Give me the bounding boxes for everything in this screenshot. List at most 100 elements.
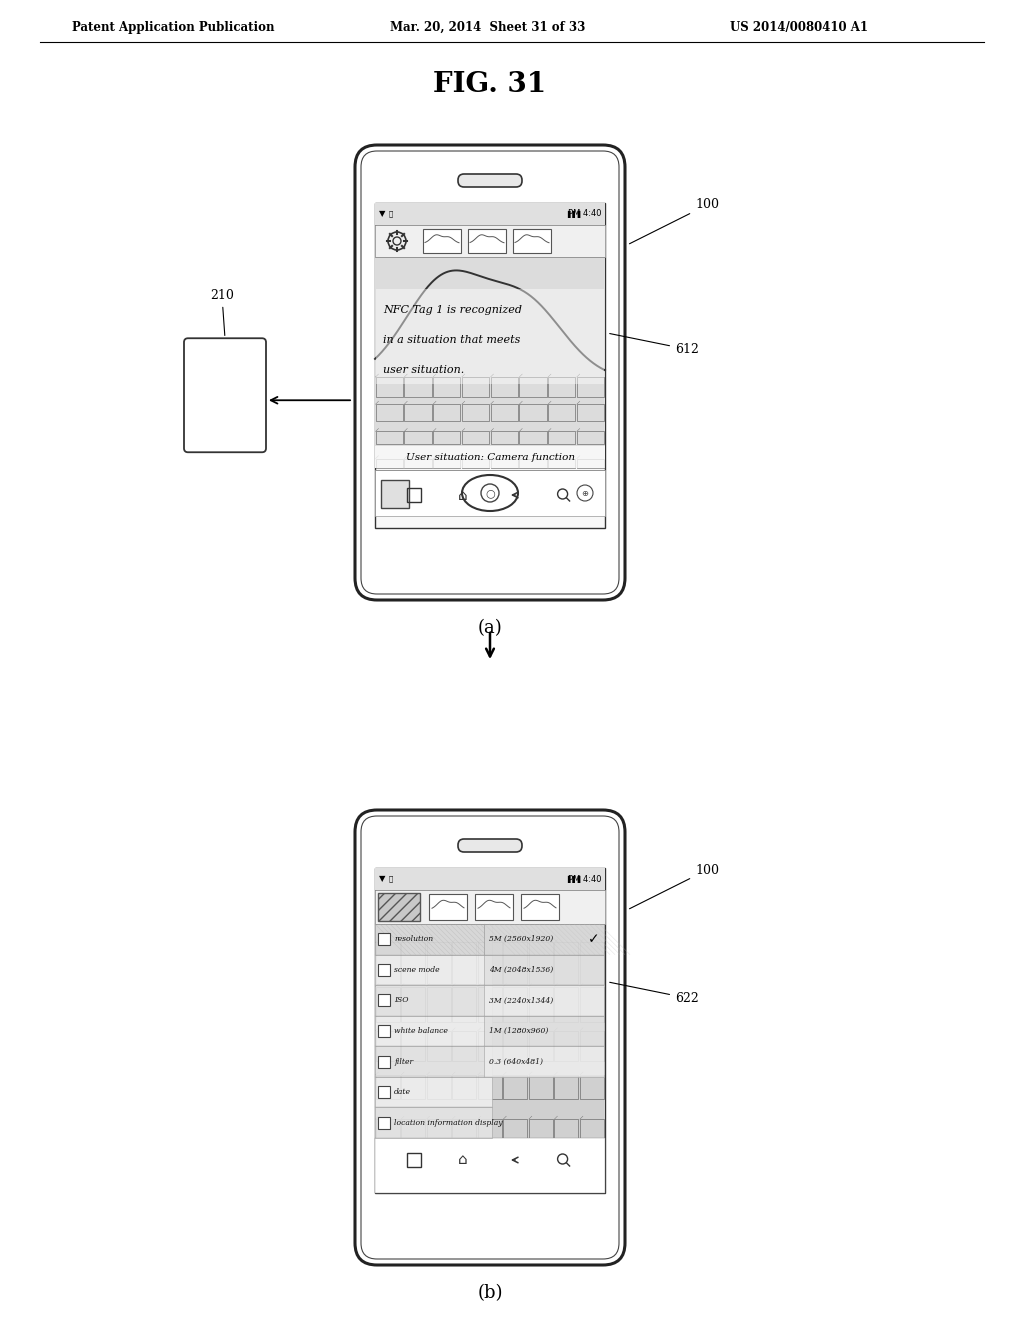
- Bar: [375, 1107, 493, 1138]
- Bar: [408, 1152, 421, 1167]
- Bar: [548, 404, 575, 421]
- Bar: [478, 942, 502, 983]
- Bar: [427, 1119, 451, 1138]
- Bar: [378, 1026, 390, 1038]
- Bar: [404, 378, 431, 397]
- Bar: [554, 1074, 579, 1100]
- Text: Tag 1: Tag 1: [206, 400, 245, 414]
- Bar: [433, 378, 460, 397]
- Bar: [528, 1031, 553, 1061]
- Bar: [521, 894, 559, 920]
- Bar: [490, 459, 518, 469]
- Bar: [376, 378, 402, 397]
- Text: NFC Tag 1 is recognized: NFC Tag 1 is recognized: [383, 305, 522, 315]
- Bar: [478, 986, 502, 1023]
- Bar: [462, 378, 489, 397]
- Text: Patent Application Publication: Patent Application Publication: [72, 21, 274, 33]
- Text: 612: 612: [609, 334, 698, 356]
- Bar: [519, 404, 547, 421]
- Bar: [490, 404, 518, 421]
- Bar: [484, 954, 604, 985]
- Bar: [429, 894, 467, 920]
- Bar: [401, 986, 425, 1023]
- Bar: [503, 1031, 527, 1061]
- Bar: [375, 869, 605, 890]
- Bar: [548, 432, 575, 445]
- Text: 622: 622: [609, 982, 698, 1005]
- Bar: [408, 488, 421, 502]
- Text: ⌂: ⌂: [458, 1152, 467, 1167]
- Bar: [490, 432, 518, 445]
- Bar: [519, 459, 547, 469]
- FancyBboxPatch shape: [458, 174, 522, 187]
- Bar: [375, 954, 493, 985]
- Bar: [577, 404, 604, 421]
- Bar: [401, 942, 425, 983]
- Bar: [478, 1119, 502, 1138]
- Bar: [375, 224, 605, 257]
- Text: (b): (b): [477, 1284, 503, 1302]
- Bar: [378, 994, 390, 1006]
- Bar: [404, 404, 431, 421]
- Bar: [376, 404, 402, 421]
- Bar: [478, 1074, 502, 1100]
- Bar: [375, 924, 493, 954]
- Bar: [577, 378, 604, 397]
- Bar: [484, 985, 604, 1015]
- Bar: [375, 470, 605, 516]
- Bar: [427, 986, 451, 1023]
- FancyBboxPatch shape: [184, 338, 266, 453]
- Text: ▌▌▌: ▌▌▌: [567, 210, 583, 218]
- Text: ▌▌▌: ▌▌▌: [567, 875, 583, 883]
- Bar: [375, 890, 605, 924]
- Bar: [453, 1031, 476, 1061]
- Bar: [453, 942, 476, 983]
- Bar: [484, 924, 604, 954]
- Text: location information display: location information display: [394, 1119, 503, 1127]
- Text: PM 4:40: PM 4:40: [567, 210, 601, 219]
- Bar: [462, 432, 489, 445]
- Bar: [381, 480, 409, 508]
- Bar: [378, 1086, 390, 1098]
- Bar: [427, 1031, 451, 1061]
- Bar: [376, 942, 399, 983]
- Bar: [378, 1117, 390, 1129]
- Bar: [375, 924, 605, 1138]
- Bar: [503, 1074, 527, 1100]
- Text: resolution: resolution: [394, 936, 433, 944]
- Ellipse shape: [462, 475, 518, 511]
- Bar: [519, 432, 547, 445]
- Text: 1M (1280x960): 1M (1280x960): [489, 1027, 549, 1035]
- Bar: [404, 432, 431, 445]
- Text: white balance: white balance: [394, 1027, 447, 1035]
- Bar: [375, 1138, 605, 1193]
- Text: FIG. 31: FIG. 31: [433, 71, 547, 99]
- Bar: [401, 1119, 425, 1138]
- Text: scene mode: scene mode: [394, 966, 439, 974]
- Text: date: date: [394, 1088, 411, 1096]
- Bar: [577, 459, 604, 469]
- Bar: [401, 1074, 425, 1100]
- Text: 100: 100: [630, 198, 719, 244]
- Text: (a): (a): [477, 619, 503, 638]
- Bar: [375, 257, 605, 469]
- Text: User situation: Camera function: User situation: Camera function: [406, 453, 574, 462]
- Text: Mar. 20, 2014  Sheet 31 of 33: Mar. 20, 2014 Sheet 31 of 33: [390, 21, 586, 33]
- FancyBboxPatch shape: [361, 150, 618, 594]
- Bar: [423, 228, 461, 253]
- Bar: [376, 289, 604, 384]
- Bar: [378, 933, 390, 945]
- Bar: [478, 1031, 502, 1061]
- Bar: [462, 404, 489, 421]
- Bar: [580, 1119, 604, 1138]
- Bar: [401, 1031, 425, 1061]
- Bar: [548, 378, 575, 397]
- Bar: [503, 986, 527, 1023]
- Bar: [580, 1031, 604, 1061]
- Bar: [378, 1056, 390, 1068]
- FancyBboxPatch shape: [458, 840, 522, 851]
- Text: ○: ○: [485, 488, 495, 498]
- Text: in a situation that meets: in a situation that meets: [383, 335, 520, 346]
- Bar: [475, 894, 513, 920]
- Bar: [433, 459, 460, 469]
